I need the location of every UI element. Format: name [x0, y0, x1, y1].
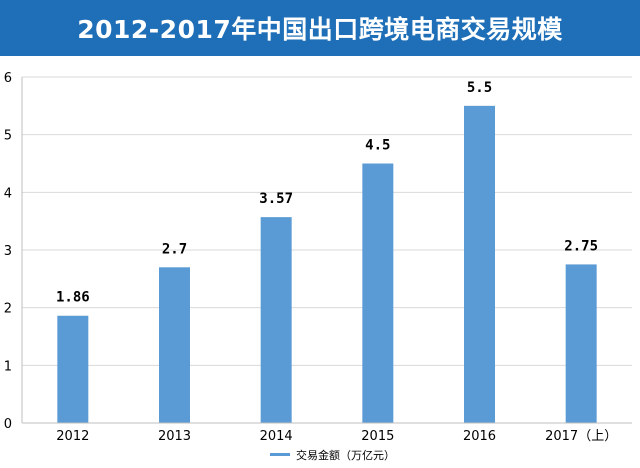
legend: 交易金额（万亿元） [270, 448, 395, 462]
bars [57, 105, 597, 424]
y-tick-label: 3 [4, 244, 12, 259]
x-tick-label: 2013 [158, 429, 191, 444]
y-axis: 0 1 2 3 4 5 6 [4, 71, 23, 432]
data-label: 2.75 [564, 238, 598, 254]
y-tick-label: 6 [4, 71, 12, 86]
x-axis: 2012 2013 2014 2015 2016 2017（上） [22, 422, 632, 444]
bar-2017（上） [565, 264, 597, 423]
x-tick-label: 2016 [463, 429, 496, 444]
data-label: 5.5 [467, 80, 492, 96]
bar-2015 [362, 163, 394, 423]
y-tick-label: 1 [4, 359, 12, 374]
data-label: 2.7 [162, 241, 187, 257]
x-tick-label: 2015 [361, 429, 394, 444]
y-tick-label: 0 [4, 417, 12, 432]
bar-2014 [260, 217, 292, 423]
x-tick-label: 2017（上） [545, 429, 617, 444]
y-tick-label: 2 [4, 302, 12, 317]
grid-lines [22, 76, 632, 366]
data-label: 4.5 [365, 138, 390, 154]
title-bar: 2012-2017年中国出口跨境电商交易规模 [0, 0, 640, 56]
x-tick-label: 2014 [260, 429, 293, 444]
x-tick-label: 2012 [56, 429, 89, 444]
y-tick-label: 4 [4, 186, 12, 201]
legend-label: 交易金额（万亿元） [296, 448, 395, 462]
legend-swatch [270, 453, 290, 456]
bar-2012 [57, 315, 89, 423]
data-labels: 1.86 2.7 3.57 4.5 5.5 2.75 [56, 80, 598, 306]
bar-2016 [464, 105, 495, 424]
y-tick-label: 5 [4, 129, 12, 144]
chart-title: 2012-2017年中国出口跨境电商交易规模 [77, 15, 563, 44]
data-label: 3.57 [259, 191, 293, 207]
bar-2013 [159, 267, 190, 423]
data-label: 1.86 [56, 290, 90, 306]
